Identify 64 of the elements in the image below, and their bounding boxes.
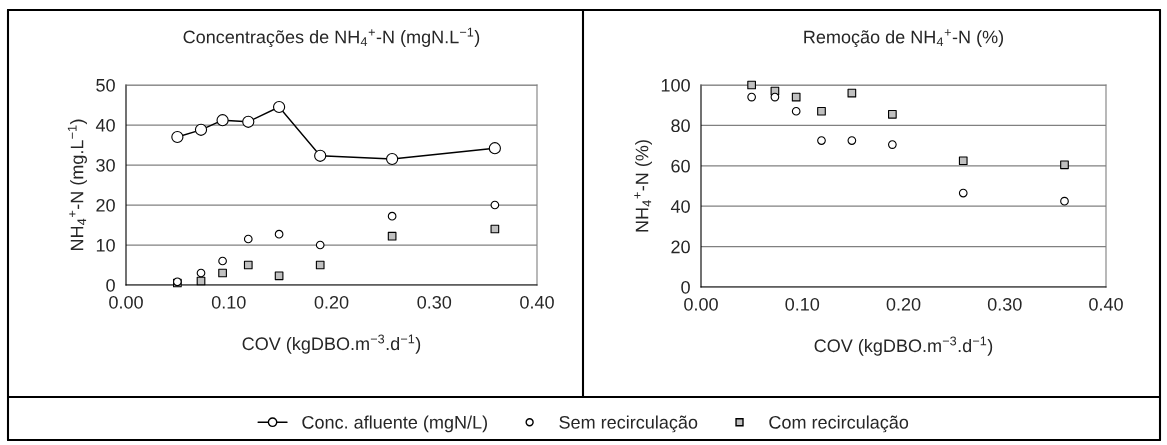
legend-label: Com recirculação xyxy=(769,415,909,433)
x-tick-label: 0.10 xyxy=(785,297,820,311)
point xyxy=(387,211,397,221)
y-tick-label: 20 xyxy=(671,240,690,254)
y-tick-label: 10 xyxy=(96,238,115,252)
point xyxy=(817,106,826,116)
x-tick-label: 0.40 xyxy=(520,295,554,309)
y-tick-label: 40 xyxy=(95,118,115,132)
point xyxy=(243,234,253,244)
y-tick-label: 40 xyxy=(670,200,690,213)
point xyxy=(770,92,780,102)
point xyxy=(218,268,227,278)
y-axis-title: NH$_{4}$$^{+}$-N (%) xyxy=(634,140,652,232)
legend-label: Conc. afluente (mgN/L) xyxy=(302,415,487,433)
x-tick-label: 0.30 xyxy=(417,295,452,309)
point xyxy=(315,260,325,270)
point xyxy=(847,136,857,145)
y-tick-label: 30 xyxy=(96,158,115,172)
x-axis-title: COV (kgDBO.m$^{−3}$.d$^{−1}$) xyxy=(242,334,421,354)
point xyxy=(194,123,208,136)
point xyxy=(216,114,229,127)
y-tick-label: 60 xyxy=(671,159,690,173)
y-tick-label: 100 xyxy=(661,78,690,92)
point xyxy=(490,200,500,210)
point xyxy=(817,136,826,145)
point xyxy=(791,106,801,116)
point xyxy=(958,188,968,198)
point xyxy=(272,100,286,114)
x-tick-label: 0.00 xyxy=(684,297,718,311)
point xyxy=(888,109,897,119)
point xyxy=(314,149,327,162)
y-tick-label: 50 xyxy=(96,78,115,92)
point xyxy=(488,142,501,155)
point xyxy=(1060,196,1069,206)
legend-label: Sem recirculação xyxy=(559,415,698,433)
point xyxy=(747,92,756,102)
y-tick-label: 20 xyxy=(96,198,115,212)
x-tick-label: 0.40 xyxy=(1089,297,1123,311)
x-tick-label: 0.20 xyxy=(314,295,349,309)
point xyxy=(242,115,255,128)
point xyxy=(315,240,325,250)
x-axis-title: COV (kgDBO.m$^{−3}$.d$^{−1}$) xyxy=(814,336,993,356)
y-tick-label: 0 xyxy=(106,278,115,292)
y-tick-label: 0 xyxy=(681,280,690,294)
y-tick-label: 80 xyxy=(671,119,690,133)
point xyxy=(888,140,897,149)
point xyxy=(243,260,253,270)
y-axis-title: NH$_{4}$$^{+}$-N (mg.L$^{−1}$) xyxy=(67,119,87,251)
x-tick-label: 0.00 xyxy=(109,295,143,309)
point xyxy=(387,231,397,241)
point xyxy=(747,80,756,90)
point xyxy=(958,156,968,166)
x-tick-label: 0.10 xyxy=(211,295,246,309)
point xyxy=(274,271,284,281)
point xyxy=(274,229,284,239)
point xyxy=(171,130,184,144)
x-tick-label: 0.30 xyxy=(987,297,1022,311)
chart-title: Remoção de NH$_{4}$$^{+}$-N (%) xyxy=(804,29,1004,48)
point xyxy=(1060,160,1069,170)
point xyxy=(386,152,399,166)
chart-title: Concentrações de NH$_{4}$$^{+}$-N (mgN.L$^{−1}$) xyxy=(183,27,480,47)
point xyxy=(218,256,227,266)
point xyxy=(791,92,801,102)
x-tick-label: 0.20 xyxy=(886,297,921,311)
